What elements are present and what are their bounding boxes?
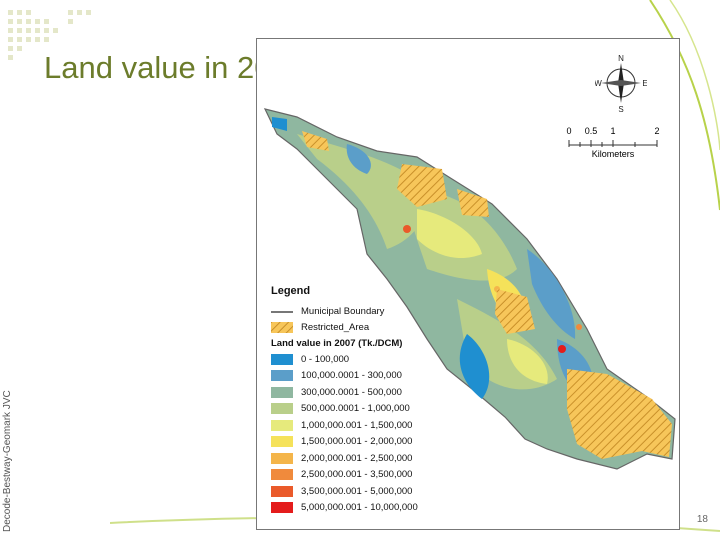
- legend-class-label: 2,500,000.001 - 3,500,000: [301, 469, 413, 481]
- legend-class-row: 0 - 100,000: [271, 351, 418, 368]
- restricted-area: [272, 117, 287, 131]
- scale-tick-label: 1: [610, 126, 615, 136]
- scale-unit-label: Kilometers: [592, 149, 635, 159]
- legend-class-row: 5,000,000.001 - 10,000,000: [271, 500, 418, 517]
- page-number: 18: [696, 514, 708, 525]
- decorative-corner-swoosh: [649, 0, 720, 211]
- legend-swatch: [271, 386, 293, 398]
- restricted-area: [567, 369, 672, 459]
- legend-class-row: 100,000.0001 - 300,000: [271, 368, 418, 385]
- legend-restricted-label: Restricted_Area: [301, 322, 370, 334]
- legend-class-label: 1,500,000.001 - 2,000,000: [301, 436, 413, 448]
- decorative-dot-grid: [8, 10, 91, 60]
- legend-swatch: [271, 403, 293, 415]
- legend-class-label: 3,500,000.001 - 5,000,000: [301, 485, 413, 497]
- legend-swatch: [271, 353, 293, 365]
- land-value-map: [263, 108, 676, 470]
- legend-class-label: 300,000.0001 - 500,000: [301, 386, 402, 398]
- north-arrow-icon: N S W E: [595, 54, 647, 113]
- restricted-area: [495, 289, 535, 334]
- legend-class-label: 0 - 100,000: [301, 353, 350, 365]
- legend-class-label: 100,000.0001 - 300,000: [301, 370, 402, 382]
- restricted-area: [302, 131, 329, 151]
- legend-class-label: 1,000,000.001 - 1,500,000: [301, 419, 413, 431]
- legend-classes: 0 - 100,000 100,000.0001 - 300,000 300,000…: [271, 351, 418, 516]
- legend-class-row: 2,500,000.001 - 3,500,000: [271, 467, 418, 484]
- legend-class-row: 3,500,000.001 - 5,000,000: [271, 483, 418, 500]
- legend-restricted-row: Restricted_Area: [271, 320, 418, 337]
- legend-class-row: 1,500,000.001 - 2,000,000: [271, 434, 418, 451]
- east-label: E: [642, 79, 647, 88]
- legend-swatch: [271, 502, 293, 514]
- scale-bar: 0 0.5 1 2 Kilometers: [566, 126, 659, 159]
- legend-value-heading: Land value in 2007 (Tk./DCM): [271, 338, 403, 349]
- restricted-area: [397, 164, 447, 207]
- legend-class-label: 500,000.0001 - 1,000,000: [301, 403, 410, 415]
- legend-class-row: 1,000,000.001 - 1,500,000: [271, 417, 418, 434]
- north-label: N: [618, 54, 624, 63]
- scale-tick-label: 2: [654, 126, 659, 136]
- legend-swatch: [271, 419, 293, 431]
- scale-tick-label: 0: [566, 126, 571, 136]
- legend-title: Legend: [271, 285, 311, 297]
- restricted-hatch-icon: [271, 322, 293, 334]
- legend-swatch: [271, 370, 293, 382]
- legend-swatch: [271, 452, 293, 464]
- boundary-line-icon: [271, 310, 293, 313]
- legend-boundary-label: Municipal Boundary: [301, 305, 385, 317]
- legend-class-row: 2,000,000.001 - 2,500,000: [271, 450, 418, 467]
- scale-tick-label: 0.5: [585, 126, 598, 136]
- map-legend: Legend Municipal Boundary Restricted_Are…: [271, 285, 418, 516]
- legend-swatch: [271, 485, 293, 497]
- restricted-area: [457, 189, 489, 217]
- legend-class-label: 5,000,000.001 - 10,000,000: [301, 502, 418, 514]
- legend-class-row: 500,000.0001 - 1,000,000: [271, 401, 418, 418]
- legend-class-label: 2,000,000.001 - 2,500,000: [301, 452, 413, 464]
- legend-class-row: 300,000.0001 - 500,000: [271, 384, 418, 401]
- west-label: W: [595, 79, 602, 88]
- south-label: S: [618, 105, 623, 113]
- legend-swatch: [271, 469, 293, 481]
- map-frame: N S W E 0 0.5 1 2 Kilometers Legend Muni…: [256, 38, 680, 530]
- side-label: Decode-Bestway-Geomark JVC: [2, 390, 13, 532]
- legend-swatch: [271, 436, 293, 448]
- legend-boundary-row: Municipal Boundary: [271, 303, 418, 320]
